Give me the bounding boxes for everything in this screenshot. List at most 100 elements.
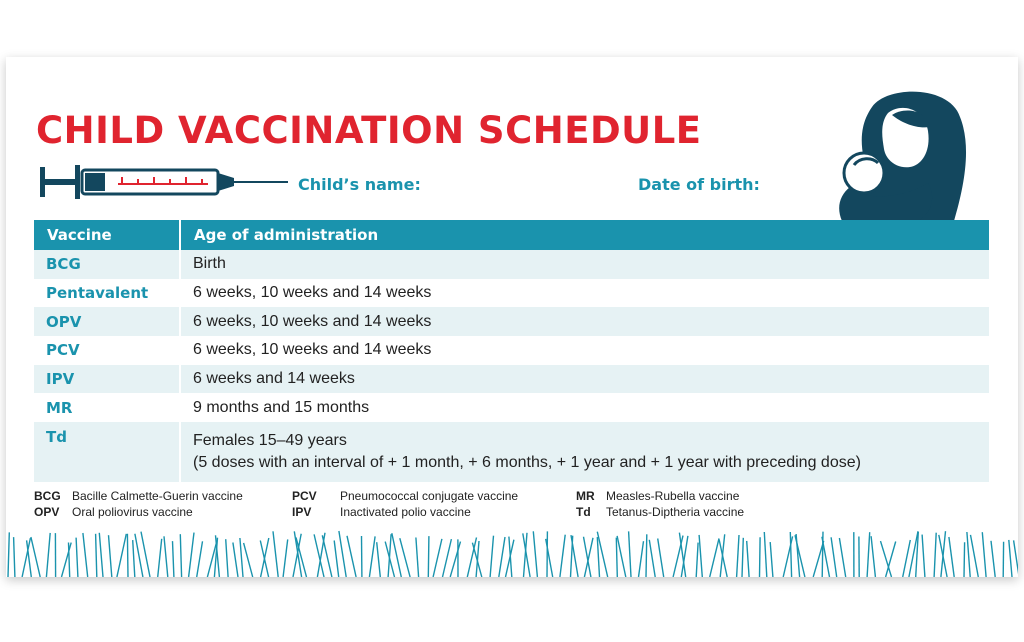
age-main-text: Females 15–49 years — [193, 432, 347, 450]
grass-stroke — [471, 542, 483, 577]
grass-stroke — [98, 532, 104, 577]
grass-stroke — [187, 532, 195, 577]
grass-stroke — [879, 540, 893, 577]
vaccine-name: OPV — [34, 307, 180, 337]
grass-stroke — [94, 533, 98, 577]
grass-stroke — [582, 536, 592, 577]
mother-breastfeeding-icon — [839, 91, 967, 221]
grass-stroke — [763, 531, 768, 577]
grass-stroke — [12, 537, 16, 577]
grass-stroke — [884, 541, 897, 577]
vaccine-schedule-table: Vaccine Age of administration BCG Birth … — [34, 220, 989, 483]
grass-stroke — [21, 537, 32, 577]
grass-stroke — [1012, 540, 1018, 575]
grass-stroke — [672, 535, 684, 577]
legend-text: Inactivated polio vaccine — [340, 505, 471, 519]
grass-stroke — [741, 537, 744, 577]
grass-stroke — [963, 542, 966, 577]
grass-stroke — [295, 537, 308, 577]
grass-stroke — [376, 542, 381, 577]
legend-item: Td Tetanus-Diptheria vaccine — [576, 504, 744, 520]
grass-stroke — [966, 531, 971, 577]
decorative-grass-pattern — [7, 530, 1018, 577]
grass-stroke — [615, 537, 618, 577]
grass-stroke — [441, 538, 453, 577]
legend-column-2: PCV Pneumococcal conjugate vaccine IPV Ina… — [292, 488, 518, 520]
grass-stroke — [432, 538, 443, 577]
grass-stroke — [179, 534, 183, 577]
grass-stroke — [25, 540, 32, 577]
grass-stroke — [508, 536, 513, 577]
grass-stroke — [794, 535, 806, 577]
table-row: PCV 6 weeks, 10 weeks and 14 weeks — [34, 336, 989, 365]
grass-stroke — [596, 531, 609, 577]
grass-stroke — [709, 538, 720, 577]
grass-stroke — [214, 535, 221, 577]
vaccine-name: BCG — [34, 250, 180, 279]
grass-stroke — [532, 531, 539, 577]
grass-stroke — [498, 536, 506, 577]
grass-stroke — [171, 541, 175, 577]
grass-stroke — [466, 537, 478, 577]
table-row: MR 9 months and 15 months — [34, 393, 989, 423]
legend-text: Pneumococcal conjugate vaccine — [340, 489, 519, 503]
grass-stroke — [746, 540, 750, 577]
grass-stroke — [645, 534, 648, 577]
grass-stroke — [242, 542, 254, 577]
grass-stroke — [1008, 539, 1013, 577]
grass-stroke — [321, 535, 333, 577]
vaccine-name: IPV — [34, 364, 180, 394]
grass-stroke — [789, 531, 793, 577]
grass-stroke — [163, 536, 169, 577]
grass-stroke — [769, 542, 774, 577]
grass-stroke — [225, 539, 229, 577]
grass-stroke — [933, 532, 937, 577]
grass-stroke — [391, 533, 402, 577]
legend-abbr: MR — [576, 489, 595, 503]
vaccination-card: CHILD VACCINATION SCHEDULE Child’s name:… — [6, 57, 1018, 577]
legend-item: PCV Pneumococcal conjugate vaccine — [292, 488, 518, 504]
grass-stroke — [969, 534, 979, 577]
age-of-administration: Birth — [179, 250, 989, 279]
grass-stroke — [657, 538, 665, 577]
grass-stroke — [116, 533, 127, 577]
legend-column-1: BCG Bacille Calmette-Guerin vaccine OPV Or… — [34, 488, 243, 520]
grass-stroke — [292, 533, 302, 577]
grass-stroke — [134, 533, 144, 577]
table-row: IPV 6 weeks and 14 weeks — [34, 364, 989, 394]
grass-stroke — [282, 539, 289, 577]
grass-stroke — [60, 542, 72, 577]
grass-stroke — [698, 534, 703, 577]
grass-stroke — [45, 532, 51, 577]
grass-stroke — [427, 536, 430, 577]
grass-stroke — [333, 540, 340, 577]
grass-stroke — [758, 537, 761, 577]
grass-stroke — [67, 542, 71, 577]
legend-item: BCG Bacille Calmette-Guerin vaccine — [34, 488, 243, 504]
grass-stroke — [368, 536, 376, 577]
grass-stroke — [596, 537, 601, 577]
grass-stroke — [948, 536, 955, 577]
grass-stroke — [637, 541, 645, 577]
grass-stroke — [399, 538, 411, 577]
grass-stroke — [7, 532, 10, 577]
grass-stroke — [522, 533, 531, 577]
legend-abbr: BCG — [34, 489, 61, 503]
table-header-row: Vaccine Age of administration — [34, 220, 989, 250]
legend-text: Tetanus-Diptheria vaccine — [606, 505, 745, 519]
grass-stroke — [718, 539, 728, 577]
grass-stroke — [866, 532, 871, 577]
grass-stroke — [616, 535, 627, 577]
grass-stroke — [384, 541, 396, 577]
age-of-administration: 6 weeks, 10 weeks and 14 weeks — [179, 307, 989, 337]
page-title: CHILD VACCINATION SCHEDULE — [36, 109, 702, 152]
grass-stroke — [678, 532, 687, 577]
legend-text: Bacille Calmette-Guerin vaccine — [72, 489, 243, 503]
grass-stroke — [126, 533, 129, 577]
grass-stroke — [338, 530, 347, 577]
age-of-administration: 9 months and 15 months — [179, 393, 989, 423]
grass-stroke — [559, 534, 566, 577]
grass-stroke — [157, 538, 163, 577]
legend-abbr: OPV — [34, 505, 60, 519]
legend-item: OPV Oral poliovirus vaccine — [34, 504, 243, 520]
